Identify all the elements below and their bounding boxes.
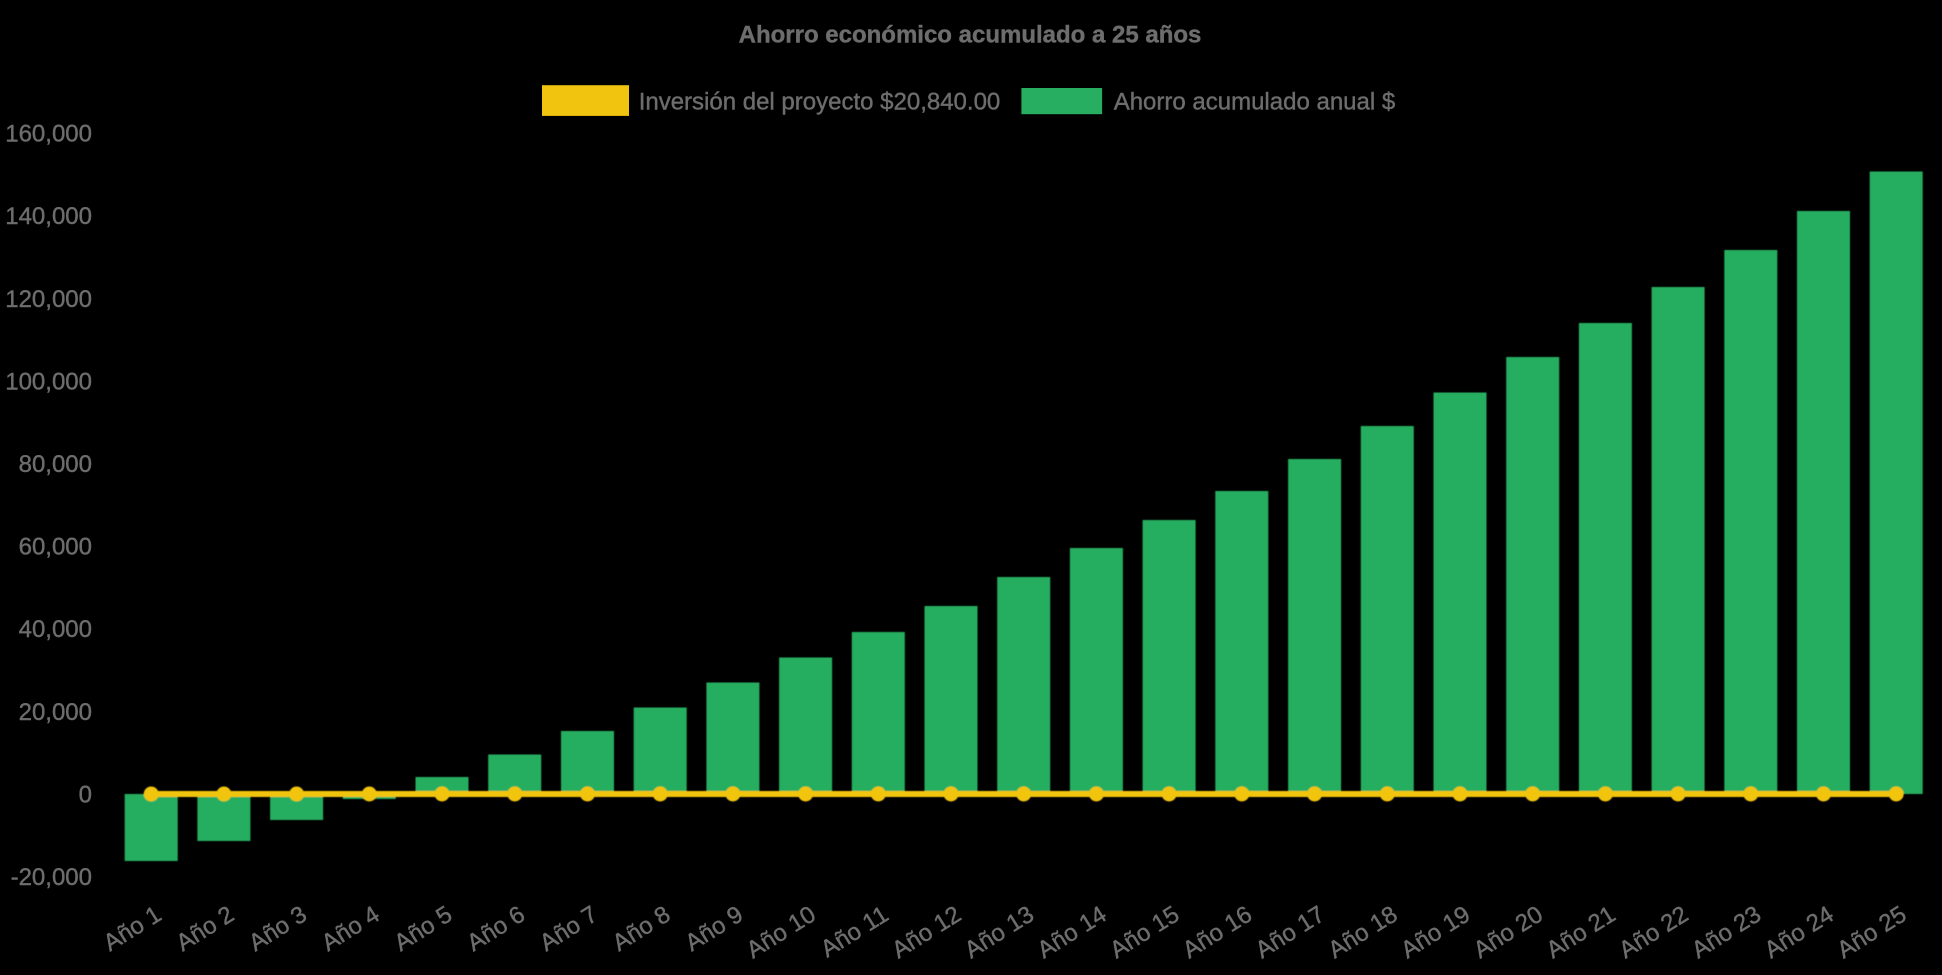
svg-text:Inversión del proyecto $20,840: Inversión del proyecto $20,840.00 xyxy=(639,88,1001,115)
svg-text:40,000: 40,000 xyxy=(19,616,92,643)
svg-text:120,000: 120,000 xyxy=(5,286,92,313)
svg-text:80,000: 80,000 xyxy=(19,451,92,478)
svg-text:-20,000: -20,000 xyxy=(11,864,92,891)
svg-text:140,000: 140,000 xyxy=(5,203,92,230)
svg-text:20,000: 20,000 xyxy=(19,699,92,726)
svg-text:Ahorro acumulado anual $: Ahorro acumulado anual $ xyxy=(1114,88,1396,115)
svg-text:0: 0 xyxy=(79,781,92,808)
svg-text:Ahorro económico acumulado a 2: Ahorro económico acumulado a 25 años xyxy=(739,22,1202,49)
svg-text:60,000: 60,000 xyxy=(19,534,92,561)
svg-text:160,000: 160,000 xyxy=(5,121,92,148)
svg-text:100,000: 100,000 xyxy=(5,368,92,395)
